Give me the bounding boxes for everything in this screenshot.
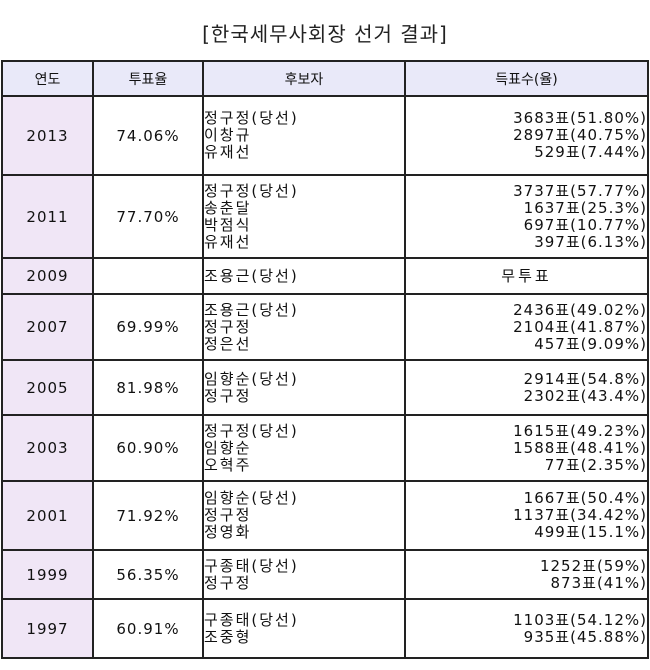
vote-count: 2914표(54.8%) [523, 369, 647, 388]
votes-cell: 2914표(54.8%) 2302표(43.4%) [404, 359, 649, 416]
vote-count: 1137표(34.42%) [513, 506, 647, 524]
candidate-name: 이창규 [204, 126, 252, 144]
candidate-name: 정구정 [204, 386, 252, 405]
candidate-name: 정은선 [204, 334, 252, 353]
candidate-name: 임향순(당선) [204, 489, 299, 507]
year-cell: 2011 [1, 174, 94, 259]
turnout-cell: 69.99% [92, 293, 204, 361]
candidate-name: 조중형 [204, 627, 252, 646]
vote-count: 397표(6.13%) [534, 232, 647, 251]
candidate-name: 오혁주 [204, 455, 252, 474]
candidates-cell: 임향순(당선) 정구정 정영화 [202, 480, 406, 551]
candidates-cell: 조용근(당선) [202, 257, 406, 295]
candidates-cell: 조용근(당선) 정구정 정은선 [202, 293, 406, 361]
year-cell: 2001 [1, 480, 94, 551]
candidate-name: 정구정 [204, 573, 252, 592]
candidate-name: 정구정 [204, 506, 252, 524]
table-header-row: 연도 투표율 후보자 득표수(율) [1, 60, 649, 97]
candidate-name: 임향순(당선) [204, 369, 299, 388]
vote-count: 873표(41%) [550, 573, 647, 592]
header-turnout: 투표율 [92, 60, 204, 97]
candidate-name: 박점식 [204, 215, 252, 234]
vote-count: 3737표(57.77%) [513, 181, 647, 200]
turnout-cell: 60.90% [92, 414, 204, 482]
vote-count: 77표(2.35%) [544, 455, 647, 474]
turnout-cell [92, 257, 204, 295]
candidates-cell: 정구정(당선) 임향순 오혁주 [202, 414, 406, 482]
table-row: 2005 81.98% 임향순(당선) 정구정 2914표(54.8%) 2302표(43… [1, 359, 649, 416]
vote-count: 529표(7.44%) [534, 143, 647, 161]
candidate-name: 정영화 [204, 523, 252, 541]
header-votes: 득표수(율) [404, 60, 649, 97]
vote-count: 1637표(25.3%) [523, 198, 647, 217]
year-cell: 1999 [1, 549, 94, 600]
candidates-cell: 구종태(당선) 정구정 [202, 549, 406, 600]
vote-count: 2897표(40.75%) [513, 126, 647, 144]
vote-count: 457표(9.09%) [534, 334, 647, 353]
candidates-cell: 정구정(당선) 송춘달 박점식 유재선 [202, 174, 406, 259]
votes-cell: 1615표(49.23%) 1588표(48.41%) 77표(2.35%) [404, 414, 649, 482]
vote-count: 1588표(48.41%) [513, 438, 647, 457]
table-row: 2009 조용근(당선) 무투표 [1, 257, 649, 295]
vote-count: 2302표(43.4%) [523, 386, 647, 405]
candidate-name: 정구정(당선) [204, 421, 299, 440]
vote-count: 1615표(49.23%) [513, 421, 647, 440]
page-title: [한국세무사회장 선거 결과] [202, 22, 448, 46]
vote-count: 무투표 [501, 266, 552, 285]
year-cell: 2005 [1, 359, 94, 416]
turnout-cell: 77.70% [92, 174, 204, 259]
votes-cell: 무투표 [404, 257, 649, 295]
candidate-name: 정구정(당선) [204, 109, 299, 127]
turnout-cell: 71.92% [92, 480, 204, 551]
year-cell: 2009 [1, 257, 94, 295]
turnout-cell: 56.35% [92, 549, 204, 600]
election-results-table: 연도 투표율 후보자 득표수(율) 2013 74.06% 정구정(당선) 이창규 유재… [1, 60, 649, 659]
candidate-name: 유재선 [204, 143, 252, 161]
turnout-cell: 60.91% [92, 598, 204, 659]
vote-count: 3683표(51.80%) [513, 109, 647, 127]
candidate-name: 조용근(당선) [204, 300, 299, 319]
year-cell: 1997 [1, 598, 94, 659]
vote-count: 1667표(50.4%) [523, 489, 647, 507]
vote-count: 499표(15.1%) [534, 523, 647, 541]
header-candidates: 후보자 [202, 60, 406, 97]
table-row: 2011 77.70% 정구정(당선) 송춘달 박점식 유재선 3737표(57.77%) 1… [1, 174, 649, 259]
table-row: 1997 60.91% 구종태(당선) 조중형 1103표(54.12%) 935표(45… [1, 598, 649, 659]
votes-cell: 1252표(59%) 873표(41%) [404, 549, 649, 600]
votes-cell: 3737표(57.77%) 1637표(25.3%) 697표(10.77%) 397… [404, 174, 649, 259]
candidates-cell: 임향순(당선) 정구정 [202, 359, 406, 416]
candidate-name: 구종태(당선) [204, 556, 299, 575]
year-cell: 2013 [1, 95, 94, 176]
header-year: 연도 [1, 60, 94, 97]
vote-count: 697표(10.77%) [523, 215, 647, 234]
candidate-name: 구종태(당선) [204, 610, 299, 629]
year-cell: 2007 [1, 293, 94, 361]
vote-count: 935표(45.88%) [523, 627, 647, 646]
year-cell: 2003 [1, 414, 94, 482]
votes-cell: 1667표(50.4%) 1137표(34.42%) 499표(15.1%) [404, 480, 649, 551]
vote-count: 2436표(49.02%) [513, 300, 647, 319]
table-row: 2013 74.06% 정구정(당선) 이창규 유재선 3683표(51.80%) 2897… [1, 95, 649, 176]
vote-count: 1252표(59%) [539, 556, 647, 575]
turnout-cell: 81.98% [92, 359, 204, 416]
candidate-name: 송춘달 [204, 198, 252, 217]
turnout-cell: 74.06% [92, 95, 204, 176]
candidates-cell: 정구정(당선) 이창규 유재선 [202, 95, 406, 176]
candidate-name: 정구정 [204, 317, 252, 336]
table-row: 2007 69.99% 조용근(당선) 정구정 정은선 2436표(49.02%) 2104… [1, 293, 649, 361]
table-row: 2003 60.90% 정구정(당선) 임향순 오혁주 1615표(49.23%) 1588… [1, 414, 649, 482]
votes-cell: 3683표(51.80%) 2897표(40.75%) 529표(7.44%) [404, 95, 649, 176]
candidate-name: 임향순 [204, 438, 252, 457]
table-row: 2001 71.92% 임향순(당선) 정구정 정영화 1667표(50.4%) 1137표… [1, 480, 649, 551]
vote-count: 1103표(54.12%) [513, 610, 647, 629]
vote-count: 2104표(41.87%) [513, 317, 647, 336]
candidate-name: 조용근(당선) [204, 266, 299, 285]
votes-cell: 2436표(49.02%) 2104표(41.87%) 457표(9.09%) [404, 293, 649, 361]
votes-cell: 1103표(54.12%) 935표(45.88%) [404, 598, 649, 659]
table-row: 1999 56.35% 구종태(당선) 정구정 1252표(59%) 873표(41%) [1, 549, 649, 600]
candidate-name: 유재선 [204, 232, 252, 251]
candidate-name: 정구정(당선) [204, 181, 299, 200]
candidates-cell: 구종태(당선) 조중형 [202, 598, 406, 659]
